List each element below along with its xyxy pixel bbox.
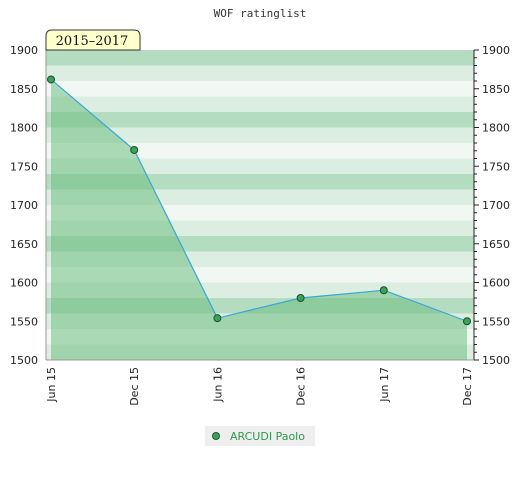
- y-tick-label-right: 1550: [482, 315, 510, 328]
- y-tick-label-left: 1750: [10, 160, 38, 173]
- data-point-marker: [296, 294, 305, 302]
- y-tick-label-left: 1850: [10, 83, 38, 96]
- y-tick-label-left: 1600: [10, 277, 38, 290]
- data-point-marker: [47, 75, 55, 84]
- period-badge-background: [45, 29, 141, 51]
- background-band: [46, 50, 474, 66]
- legend-entry-arcudi-paolo[interactable]: ARCUDI Paolo: [230, 430, 305, 443]
- series-line-arcudi-paolo: [50, 78, 468, 322]
- y-tick-label-right: 1650: [482, 238, 510, 251]
- x-tick-label: Dec 17: [461, 367, 474, 406]
- y-axis-left-labels: 1500 1550 1600 1650 1700 1750 1800 1850 1900: [10, 44, 38, 367]
- background-band: [46, 158, 474, 174]
- y-tick-label-right: 1900: [482, 44, 510, 57]
- x-axis-labels: Jun 15 Dec 15 Jun 16 Dec 16 Jun 17 Dec 17: [45, 367, 474, 406]
- period-badge: 2015–2017: [45, 29, 141, 51]
- background-band: [46, 174, 474, 190]
- background-band: [46, 96, 474, 112]
- y-tick-label-right: 1600: [482, 277, 510, 290]
- axes: [45, 49, 479, 361]
- y-tick-label-left: 1650: [10, 238, 38, 251]
- series-area-arcudi-paolo: [51, 79, 467, 360]
- y-tick-label-right: 1800: [482, 122, 510, 135]
- period-label: 2015–2017: [56, 34, 129, 49]
- legend-background: [205, 426, 315, 446]
- y-tick-label-left: 1550: [10, 315, 38, 328]
- background-band: [46, 81, 474, 97]
- x-tick-label: Jun 15: [45, 367, 58, 403]
- y-tick-label-right: 1700: [482, 199, 510, 212]
- area-layer: [50, 78, 468, 360]
- y-tick-label-right: 1750: [482, 160, 510, 173]
- data-point-marker: [213, 314, 222, 323]
- y-axis-right-labels: 1500 1550 1600 1650 1700 1750 1800 1850 1900: [482, 44, 510, 367]
- legend-marker-icon: [212, 432, 220, 440]
- background-band: [46, 127, 474, 143]
- y-tick-label-right: 1500: [482, 354, 510, 367]
- y-tick-label-left: 1900: [10, 44, 38, 57]
- x-tick-label: Jun 17: [378, 367, 391, 403]
- data-point-marker: [379, 286, 388, 295]
- x-tick-label: Dec 15: [128, 367, 141, 406]
- data-point-marker: [463, 317, 471, 326]
- chart-title: WOF ratinglist: [214, 7, 307, 20]
- x-tick-label: Jun 16: [211, 367, 224, 403]
- data-markers: [47, 75, 471, 326]
- legend: ARCUDI Paolo: [205, 426, 315, 446]
- y-tick-label-left: 1500: [10, 354, 38, 367]
- y-tick-label-left: 1800: [10, 122, 38, 135]
- y-tick-label-left: 1700: [10, 199, 38, 212]
- background-band: [46, 112, 474, 128]
- y-tick-label-right: 1850: [482, 83, 510, 96]
- background-band: [46, 143, 474, 159]
- background-band: [46, 65, 474, 81]
- data-point-marker: [130, 145, 139, 154]
- x-tick-label: Dec 16: [295, 367, 308, 406]
